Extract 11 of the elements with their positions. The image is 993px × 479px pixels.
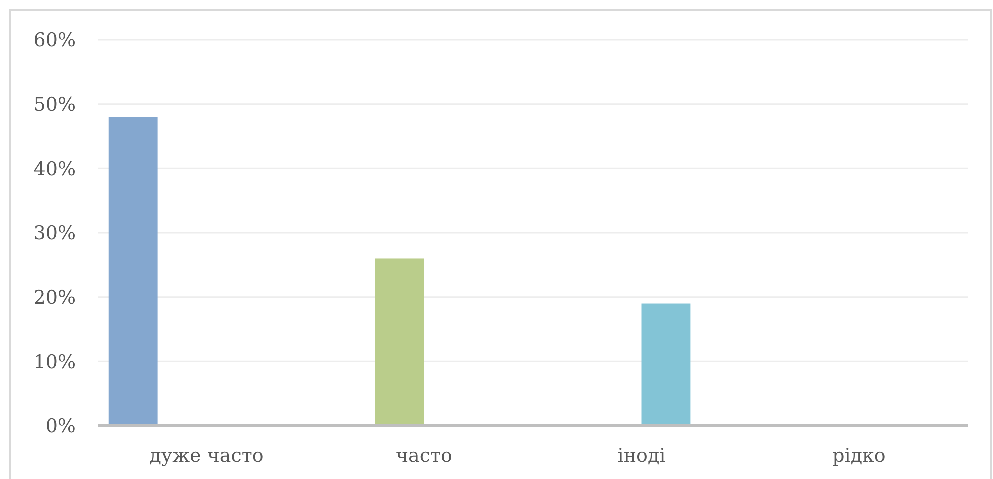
y-tick-label: 40% bbox=[34, 158, 76, 180]
x-tick-label: іноді bbox=[618, 445, 666, 467]
y-tick-label: 30% bbox=[34, 222, 76, 245]
x-tick-label: дуже часто bbox=[150, 445, 264, 467]
y-tick-label: 0% bbox=[46, 416, 76, 438]
x-tick-label: часто bbox=[396, 445, 452, 467]
x-tick-label: рідко bbox=[832, 445, 886, 467]
y-tick-label: 10% bbox=[34, 351, 76, 374]
y-tick-label: 50% bbox=[34, 94, 76, 116]
y-tick-label: 60% bbox=[34, 30, 76, 52]
y-tick-label: 20% bbox=[34, 286, 76, 309]
